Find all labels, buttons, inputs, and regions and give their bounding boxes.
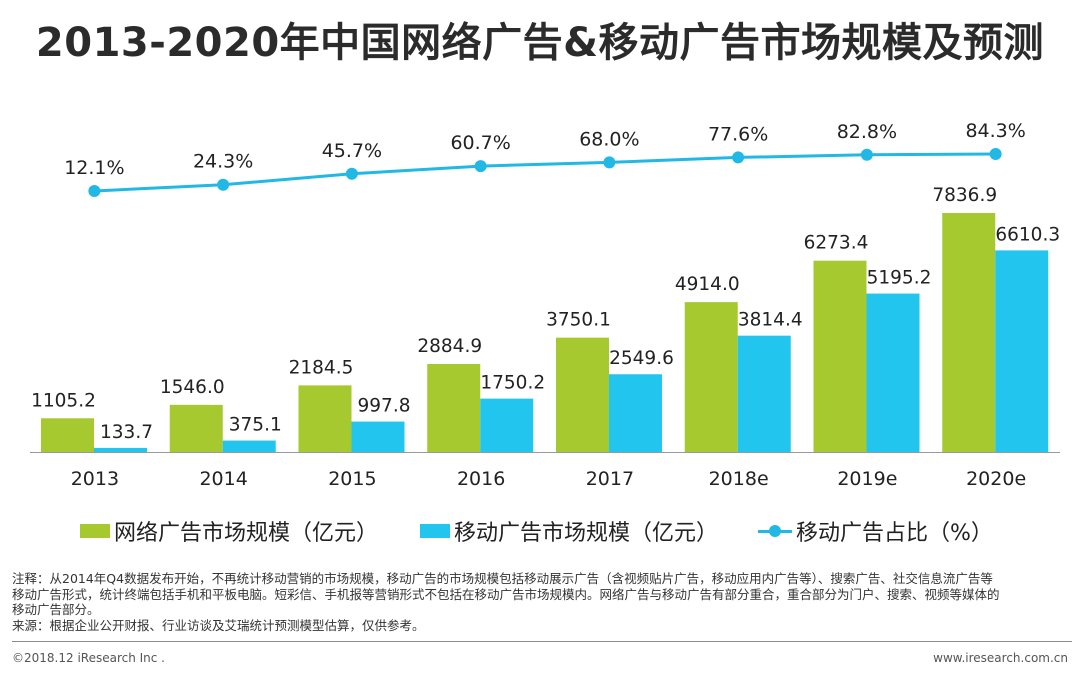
label-mobile-2013: 133.7 — [100, 422, 153, 443]
point-share-2019e — [860, 148, 873, 161]
bar-online-2019e — [813, 260, 867, 452]
legend-label-mobile-ad: 移动广告市场规模（亿元） — [454, 521, 719, 546]
bar-mobile-2014 — [222, 440, 276, 452]
legend: 网络广告市场规模（亿元） 移动广告市场规模（亿元） 移动广告占比（%） — [0, 515, 1080, 549]
x-tick-2015: 2015 — [328, 468, 376, 490]
bar-online-2013 — [41, 418, 94, 452]
legend-label-mobile-share: 移动广告占比（%） — [796, 521, 993, 546]
point-share-2017 — [603, 156, 616, 169]
point-share-2020e — [989, 148, 1002, 160]
label-mobile-2017: 2549.6 — [609, 348, 674, 369]
x-tick-2017: 2017 — [586, 468, 634, 490]
note-line-1: 注释：从2014年Q4数据发布开始，不再统计移动营销的市场规模，移动广告的市场规… — [12, 571, 993, 586]
legend-swatch-green — [80, 524, 110, 538]
x-tick-2018e: 2018e — [709, 468, 769, 490]
label-mobile-2015: 997.8 — [358, 396, 411, 417]
label-mobile-2018e: 3814.4 — [738, 310, 803, 331]
legend-item-mobile-share: 移动广告占比（%） — [758, 515, 993, 547]
note-line-2: 移动广告形式，统计终端包括手机和平板电脑。短彩信、手机报等营销形式不包括在移动广… — [12, 586, 1000, 602]
label-mobile-2020e: 6610.3 — [995, 224, 1060, 245]
bar-mobile-2016 — [480, 398, 534, 452]
x-tick-2016: 2016 — [457, 468, 505, 490]
bar-online-2014 — [169, 404, 223, 452]
legend-line-marker — [758, 524, 792, 538]
x-tick-2019e: 2019e — [837, 468, 897, 490]
line-mobile-share — [94, 152, 996, 193]
label-online-2018e: 4914.0 — [675, 274, 740, 295]
label-share-2014: 24.3% — [193, 151, 253, 173]
copyright: ©2018.12 iResearch Inc . — [12, 651, 165, 665]
point-share-2016 — [474, 160, 487, 173]
label-online-2019e: 6273.4 — [804, 233, 869, 254]
label-online-2014: 1546.0 — [160, 377, 225, 398]
label-share-2020e: 84.3% — [965, 120, 1025, 142]
label-share-2015: 45.7% — [322, 140, 382, 162]
label-online-2020e: 7836.9 — [932, 185, 997, 206]
point-share-2013 — [88, 185, 101, 197]
label-share-2016: 60.7% — [450, 132, 510, 154]
bar-mobile-2020e — [995, 250, 1049, 452]
notes: 注释：从2014年Q4数据发布开始，不再统计移动营销的市场规模，移动广告的市场规… — [12, 571, 1072, 633]
label-mobile-2016: 1750.2 — [480, 373, 545, 394]
chart-title: 2013-2020年中国网络广告&移动广告市场规模及预测 — [35, 20, 1045, 66]
legend-swatch-blue — [420, 524, 450, 538]
label-share-2013: 12.1% — [64, 157, 124, 179]
source-line: 来源：根据企业公开财报、行业访谈及艾瑞统计预测模型估算，仅供参考。 — [12, 617, 425, 633]
label-online-2015: 2184.5 — [289, 357, 354, 378]
label-share-2019e: 82.8% — [837, 121, 897, 143]
note-line-3: 移动广告部分。 — [12, 602, 100, 617]
x-tick-2014: 2014 — [199, 468, 247, 490]
label-share-2017: 68.0% — [579, 128, 639, 150]
legend-item-mobile-ad: 移动广告市场规模（亿元） — [420, 515, 718, 547]
point-share-2014 — [217, 178, 230, 191]
label-mobile-2014: 375.1 — [229, 415, 282, 436]
label-share-2018e: 77.6% — [708, 123, 768, 145]
website: www.iresearch.com.cn — [933, 651, 1068, 665]
bar-mobile-2017 — [609, 374, 662, 452]
bar-online-2018e — [684, 302, 738, 452]
bar-online-2015 — [298, 385, 352, 452]
bar-mobile-2013 — [94, 447, 147, 452]
legend-item-online-ad: 网络广告市场规模（亿元） — [80, 515, 378, 547]
bar-online-2016 — [427, 364, 481, 452]
point-share-2018e — [732, 151, 745, 164]
label-online-2016: 2884.9 — [417, 336, 482, 357]
bar-online-2017 — [556, 337, 609, 452]
point-share-2015 — [345, 167, 358, 180]
label-online-2013: 1105.2 — [31, 390, 96, 411]
bar-online-2020e — [942, 213, 996, 452]
legend-label-online-ad: 网络广告市场规模（亿元） — [114, 521, 379, 546]
bar-mobile-2018e — [737, 335, 791, 452]
bar-mobile-2015 — [351, 421, 405, 452]
x-tick-2020e: 2020e — [966, 468, 1026, 490]
footer-divider — [12, 641, 1072, 642]
label-mobile-2019e: 5195.2 — [867, 268, 932, 289]
label-online-2017: 3750.1 — [546, 310, 611, 331]
bar-mobile-2019e — [866, 293, 920, 452]
x-tick-2013: 2013 — [71, 468, 119, 490]
